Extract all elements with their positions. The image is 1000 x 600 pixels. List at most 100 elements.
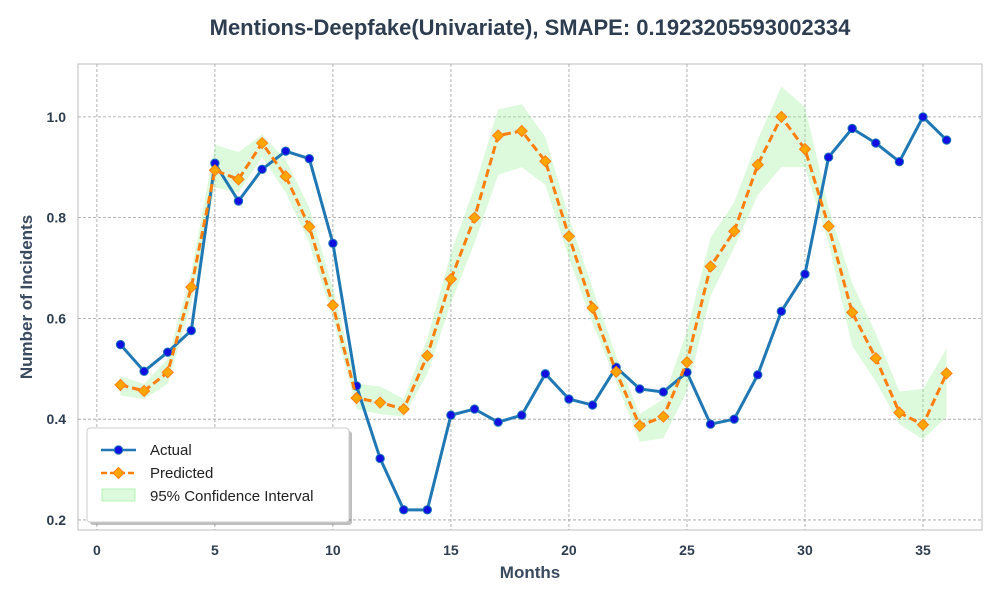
- actual-point: [587, 400, 598, 410]
- x-tick-label: 15: [443, 542, 459, 558]
- actual-point: [847, 123, 857, 134]
- actual-point: [635, 384, 645, 394]
- legend-ci-label: 95% Confidence Interval: [150, 488, 313, 505]
- actual-point: [776, 306, 787, 317]
- predicted-point: [680, 356, 694, 369]
- x-tick-label: 10: [325, 542, 341, 558]
- predicted-point: [350, 391, 363, 405]
- actual-point: [705, 419, 716, 429]
- predicted-point: [704, 260, 717, 273]
- actual-point: [469, 404, 480, 414]
- predicted-point: [491, 129, 505, 142]
- predicted-point: [114, 378, 127, 392]
- predicted-point: [893, 406, 906, 419]
- predicted-series-line: [120, 115, 948, 428]
- actual-point: [233, 196, 244, 206]
- actual-point: [658, 387, 669, 397]
- x-tick-label: 5: [211, 542, 219, 558]
- actual-point: [871, 138, 881, 148]
- predicted-point: [161, 366, 174, 379]
- actual-point: [800, 269, 810, 279]
- legend-frame: [86, 427, 350, 523]
- confidence-band-layer: [120, 86, 947, 442]
- predicted-point: [798, 142, 812, 156]
- actual-point: [139, 366, 149, 377]
- actual-point: [517, 410, 527, 420]
- predicted-point: [609, 365, 623, 379]
- legend-ci-swatch: [101, 488, 136, 502]
- actual-point: [281, 146, 291, 156]
- predicted-point: [822, 220, 835, 233]
- predicted-point: [208, 164, 222, 177]
- predicted-point: [185, 280, 198, 294]
- predicted-point: [232, 173, 245, 186]
- x-tick-label: 35: [915, 542, 931, 558]
- predicted-point: [421, 349, 434, 362]
- predicted-point: [657, 410, 670, 423]
- predicted-point: [916, 418, 930, 431]
- legend-predicted-marker: [112, 466, 125, 480]
- actual-point: [918, 112, 928, 122]
- actual-point: [115, 339, 126, 350]
- actual-point: [894, 157, 905, 167]
- predicted-point: [515, 124, 528, 138]
- y-tick-label: 1.0: [47, 109, 67, 125]
- actual-series-line: [119, 115, 948, 512]
- legend-actual-marker: [113, 445, 124, 455]
- predicted-point: [373, 396, 387, 409]
- series-layer: [114, 110, 953, 515]
- confidence-interval-band: [120, 86, 947, 442]
- x-tick-label: 0: [93, 542, 101, 558]
- chart-title: Mentions-Deepfake(Univariate), SMAPE: 0.…: [210, 15, 852, 40]
- predicted-point: [869, 352, 882, 365]
- predicted-point: [303, 220, 316, 233]
- actual-point: [753, 370, 763, 380]
- actual-point: [446, 410, 456, 420]
- actual-point: [540, 369, 551, 379]
- x-tick-label: 20: [561, 542, 577, 558]
- y-tick-label: 0.8: [47, 210, 67, 226]
- actual-point: [422, 505, 433, 515]
- predicted-point: [727, 225, 741, 238]
- y-tick-label: 0.4: [47, 411, 67, 427]
- actual-point: [304, 154, 315, 164]
- actual-point: [564, 394, 574, 404]
- actual-point: [186, 325, 196, 336]
- x-tick-label: 30: [797, 542, 813, 558]
- legend: Actual Predicted 95% Confidence Interval: [86, 427, 352, 525]
- actual-point: [729, 414, 739, 424]
- predicted-point: [940, 367, 953, 380]
- legend-actual-label: Actual: [150, 442, 192, 459]
- actual-point: [823, 152, 834, 162]
- predicted-point: [586, 301, 599, 315]
- predicted-point: [468, 211, 481, 224]
- x-axis-label: Months: [500, 563, 560, 582]
- predicted-point: [444, 272, 458, 286]
- predicted-point: [775, 110, 788, 124]
- predicted-point: [137, 384, 151, 398]
- predicted-point: [633, 419, 646, 432]
- predicted-point: [562, 230, 576, 243]
- y-tick-label: 0.6: [47, 310, 67, 326]
- predicted-point: [751, 158, 764, 171]
- predicted-point: [845, 306, 859, 319]
- predicted-point: [539, 155, 552, 168]
- y-tick-label: 0.2: [47, 512, 67, 528]
- actual-point: [399, 505, 409, 515]
- predicted-point: [255, 136, 269, 150]
- x-tick-label: 25: [679, 542, 695, 558]
- predicted-point: [397, 402, 410, 416]
- legend-predicted-label: Predicted: [150, 465, 213, 482]
- actual-point: [162, 347, 173, 357]
- actual-point: [375, 453, 385, 464]
- actual-point: [941, 135, 952, 145]
- predicted-point: [279, 170, 292, 183]
- actual-point: [328, 238, 338, 249]
- predicted-point: [326, 299, 340, 312]
- tick-labels: 0 5 10 15 20 25 30 35 0.2 0.4 0.6 0.8 1.0: [47, 109, 931, 558]
- actual-point: [493, 417, 503, 427]
- actual-point: [257, 164, 267, 174]
- y-axis-label: Number of Incidents: [17, 215, 36, 379]
